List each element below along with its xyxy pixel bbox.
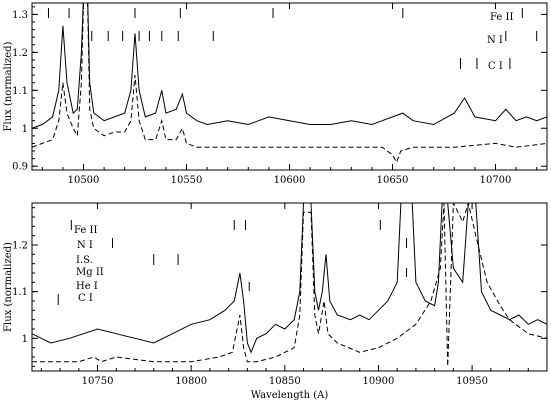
x-axis-title: Wavelength (A) <box>251 390 329 401</box>
y-tick-label: 1 <box>22 124 28 135</box>
plot-frame <box>31 2 548 171</box>
line-id-label: N I <box>77 240 93 251</box>
y-axis-title: Flux (normalized) <box>3 242 14 332</box>
y-tick-label: 1.2 <box>12 241 28 252</box>
line-id-label: Fe II <box>490 12 513 23</box>
line-id-label: He I <box>76 281 98 292</box>
y-tick-label: 1.1 <box>12 287 28 298</box>
plot-frame <box>31 202 548 372</box>
line-id-label: Mg II <box>76 267 104 278</box>
x-tick-label: 10550 <box>171 175 203 186</box>
x-tick-label: 10950 <box>456 376 488 387</box>
series-line-dashed <box>32 3 547 164</box>
x-tick-label: 10800 <box>175 376 207 387</box>
x-tick-label: 10750 <box>82 376 114 387</box>
y-tick-label: 1.2 <box>12 48 28 59</box>
x-tick-label: 10850 <box>269 376 301 387</box>
x-tick-label: 10900 <box>363 376 395 387</box>
line-id-label: C I <box>488 61 503 72</box>
line-id-label: C I <box>78 293 93 304</box>
y-tick-label: 1.3 <box>12 10 28 21</box>
chart-panel-top: 10500 10550 10600 10650 10700 0.9 1 1.1 1.2 1.3 Fl… <box>3 2 548 186</box>
series-line-solid <box>32 3 547 129</box>
y-axis-title: Flux (normalized) <box>3 41 14 131</box>
x-tick-label: 10700 <box>480 175 512 186</box>
y-tick-label: 0.9 <box>12 162 28 173</box>
series-line-dashed <box>32 203 547 367</box>
y-tick-label: 1.1 <box>12 86 28 97</box>
line-id-label: Fe II <box>74 225 97 236</box>
line-id-label: N I <box>487 35 503 46</box>
series-line-solid <box>32 203 547 354</box>
line-id-label: I.S. <box>76 255 93 266</box>
x-tick-label: 10650 <box>377 175 409 186</box>
x-tick-label: 10600 <box>274 175 306 186</box>
y-tick-label: 1 <box>22 334 28 345</box>
x-tick-label: 10500 <box>68 175 100 186</box>
